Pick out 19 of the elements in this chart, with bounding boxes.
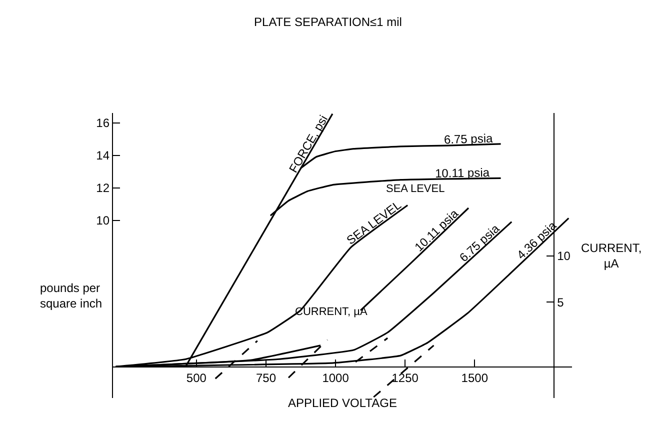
y-axis-title: pounds per square inch — [40, 281, 102, 311]
x-tick-label: 500 — [186, 371, 207, 386]
y-tick-label: 14 — [96, 148, 110, 163]
y2-axis-title: CURRENT, µA — [581, 241, 642, 271]
y-tick-label: 10 — [96, 214, 110, 228]
x-tick-label: 1000 — [322, 371, 350, 386]
annotation: SEA LEVEL — [386, 183, 445, 195]
y2-tick-label: 10 — [557, 249, 571, 264]
y-tick-label: 12 — [96, 181, 110, 196]
y-tick-label: 16 — [96, 116, 110, 130]
series-label: 10.11 psia — [434, 166, 490, 180]
series-label: 6.75 psia — [444, 131, 494, 147]
x-tick-label: 1250 — [392, 371, 419, 386]
x-axis-title: APPLIED VOLTAGE — [288, 396, 397, 410]
y2-tick-label: 5 — [557, 295, 564, 310]
x-tick-label: 750 — [256, 371, 276, 386]
chart-title: PLATE SEPARATION≤1 mil — [254, 15, 402, 30]
text: 6.75 psia — [456, 221, 502, 265]
x-tick-label: 1500 — [461, 371, 488, 386]
